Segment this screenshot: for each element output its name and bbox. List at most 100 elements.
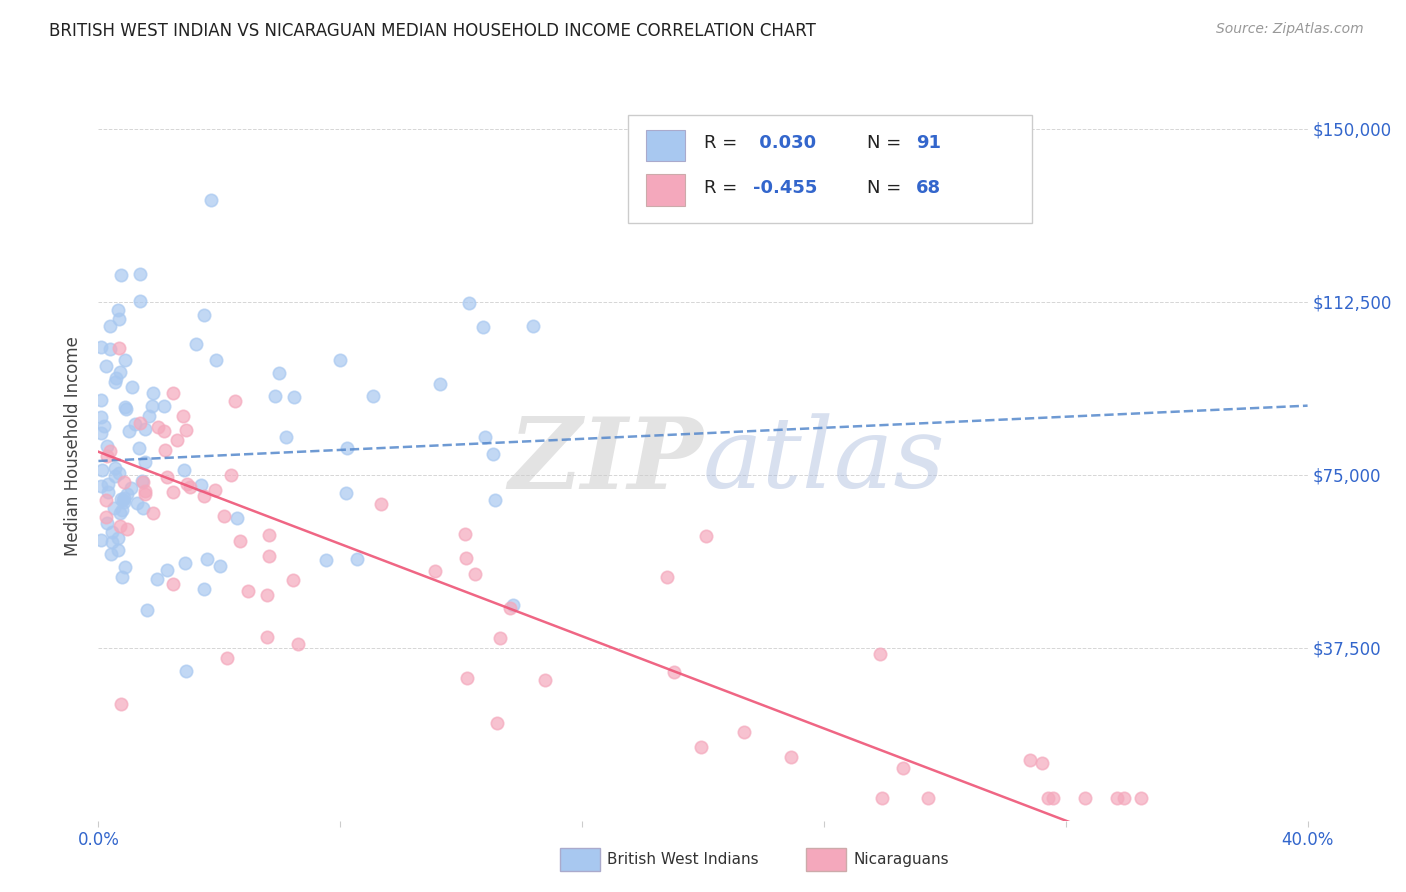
Point xyxy=(104,371,127,385)
Point xyxy=(690,739,713,754)
Point xyxy=(118,424,141,438)
Point xyxy=(108,341,131,355)
Point xyxy=(472,320,495,334)
Point xyxy=(128,268,150,282)
Text: -0.455: -0.455 xyxy=(752,179,817,197)
Text: Nicaraguans: Nicaraguans xyxy=(853,853,949,867)
Point xyxy=(104,375,127,389)
Point xyxy=(117,487,139,501)
Point xyxy=(98,342,121,356)
Point xyxy=(131,474,153,488)
Point xyxy=(142,385,165,400)
Point xyxy=(134,455,156,469)
Point xyxy=(329,353,352,368)
Point xyxy=(90,340,112,354)
Point xyxy=(162,576,184,591)
Point xyxy=(287,637,309,651)
Point xyxy=(281,573,304,587)
Point xyxy=(225,510,247,524)
Point xyxy=(264,389,287,403)
Point xyxy=(90,463,112,477)
Point xyxy=(110,506,132,520)
Point xyxy=(315,552,337,566)
Point xyxy=(1105,790,1128,805)
Point xyxy=(256,630,278,644)
Point xyxy=(219,468,242,483)
Point xyxy=(162,385,184,400)
Point xyxy=(156,563,179,577)
Point xyxy=(489,631,512,645)
Point xyxy=(208,559,231,574)
Point xyxy=(429,377,451,392)
Text: N =: N = xyxy=(868,179,907,197)
Point xyxy=(464,566,486,581)
Text: BRITISH WEST INDIAN VS NICARAGUAN MEDIAN HOUSEHOLD INCOME CORRELATION CHART: BRITISH WEST INDIAN VS NICARAGUAN MEDIAN… xyxy=(49,22,815,40)
Point xyxy=(141,399,163,413)
Point xyxy=(200,193,222,207)
Point xyxy=(502,598,524,612)
Point xyxy=(1031,756,1053,771)
Point xyxy=(107,531,129,545)
Point xyxy=(104,468,127,483)
Point xyxy=(454,550,477,565)
Text: R =: R = xyxy=(704,134,744,152)
Point xyxy=(120,481,142,495)
Point xyxy=(174,423,197,437)
Point xyxy=(97,476,120,491)
Point xyxy=(212,509,235,524)
Point xyxy=(733,725,755,739)
Point xyxy=(482,447,505,461)
Point xyxy=(870,790,893,805)
Point xyxy=(134,422,156,436)
Point xyxy=(96,439,118,453)
Point xyxy=(917,790,939,805)
Point xyxy=(172,409,194,423)
Point xyxy=(93,419,115,434)
Point xyxy=(128,441,150,455)
Point xyxy=(153,443,176,458)
Point xyxy=(97,485,120,500)
Y-axis label: Median Household Income: Median Household Income xyxy=(65,336,83,556)
Point xyxy=(423,564,446,578)
Point xyxy=(107,303,129,318)
Point xyxy=(153,400,176,414)
Point xyxy=(174,556,197,570)
Point xyxy=(103,501,125,516)
Point xyxy=(101,525,124,540)
Point xyxy=(174,664,197,678)
Point xyxy=(142,506,165,520)
Point xyxy=(257,549,280,563)
Point xyxy=(458,296,481,310)
Point xyxy=(224,393,246,408)
Point xyxy=(138,409,160,423)
Text: 0.030: 0.030 xyxy=(752,134,815,152)
Point xyxy=(346,552,368,566)
Point xyxy=(146,572,169,586)
Point xyxy=(134,487,156,501)
Point xyxy=(132,500,155,515)
Point xyxy=(361,389,384,403)
Point xyxy=(166,434,188,448)
Point xyxy=(274,429,297,443)
Point xyxy=(205,352,228,367)
Point xyxy=(162,484,184,499)
FancyBboxPatch shape xyxy=(647,175,685,206)
Text: 91: 91 xyxy=(915,134,941,152)
Point xyxy=(662,665,685,679)
Point xyxy=(779,750,801,764)
Point xyxy=(112,495,135,509)
Text: N =: N = xyxy=(868,134,907,152)
Point xyxy=(110,502,132,516)
Point xyxy=(454,526,477,541)
FancyBboxPatch shape xyxy=(647,129,685,161)
Point xyxy=(370,497,392,511)
Point xyxy=(108,312,131,326)
Point xyxy=(156,469,179,483)
Point xyxy=(474,430,496,444)
Point xyxy=(96,449,118,463)
Point xyxy=(114,560,136,574)
Point xyxy=(215,650,238,665)
Point xyxy=(111,570,134,584)
Point xyxy=(146,420,169,434)
Point xyxy=(110,698,132,712)
